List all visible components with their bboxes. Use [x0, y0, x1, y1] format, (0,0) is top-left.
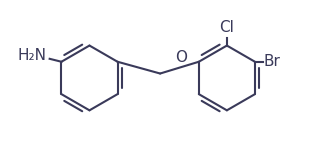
- Text: Br: Br: [264, 54, 281, 69]
- Text: Cl: Cl: [219, 20, 234, 35]
- Text: O: O: [176, 50, 188, 65]
- Text: H₂N: H₂N: [18, 48, 47, 63]
